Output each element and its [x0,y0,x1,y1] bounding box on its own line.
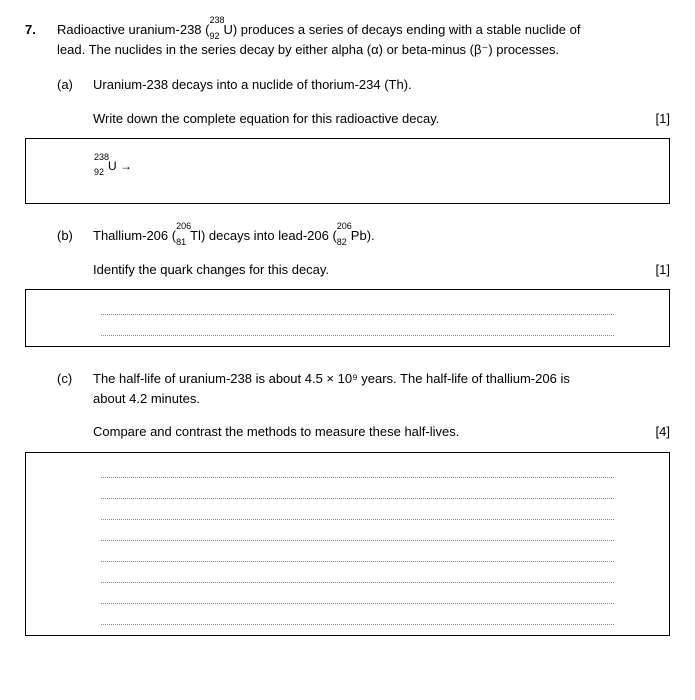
part-a: (a) Uranium-238 decays into a nuclide of… [57,75,670,95]
dotted-line [101,561,614,562]
dotted-line [101,582,614,583]
part-b-answer-box [25,289,670,347]
part-c-text: The half-life of uranium-238 is about 4.… [93,369,670,408]
arrow: → [120,159,132,173]
part-b: (b) Thallium-206 (20681Tl) decays into l… [57,226,670,246]
dotted-line [101,335,614,336]
part-c: (c) The half-life of uranium-238 is abou… [57,369,670,408]
dotted-line [101,603,614,604]
part-b-lines [46,314,649,336]
question-header: 7. Radioactive uranium-238 (23892U) prod… [25,20,670,59]
dotted-line [101,540,614,541]
intro-line1: Radioactive uranium-238 (23892U) produce… [57,22,580,37]
part-a-instruction: Write down the complete equation for thi… [93,109,636,129]
part-a-answer-box: 238 92 U → [25,138,670,204]
part-c-line1: The half-life of uranium-238 is about 4.… [93,371,570,386]
dotted-line [101,477,614,478]
part-a-letter: (a) [57,75,93,95]
dotted-line [101,314,614,315]
dotted-line [101,624,614,625]
part-b-letter: (b) [57,226,93,246]
question-number: 7. [25,20,57,59]
part-a-instruction-row: Write down the complete equation for thi… [93,109,670,129]
part-b-header: (b) Thallium-206 (20681Tl) decays into l… [57,226,670,246]
part-c-instruction: Compare and contrast the methods to meas… [93,422,636,442]
intro-line2: lead. The nuclides in the series decay b… [57,42,559,57]
part-b-text: Thallium-206 (20681Tl) decays into lead-… [93,226,670,246]
part-c-header: (c) The half-life of uranium-238 is abou… [57,369,670,408]
part-c-letter: (c) [57,369,93,408]
part-a-header: (a) Uranium-238 decays into a nuclide of… [57,75,670,95]
part-c-line2: about 4.2 minutes. [93,391,200,406]
part-c-lines [46,477,649,625]
equation-start: 238 92 U → [94,157,649,175]
part-b-instruction: Identify the quark changes for this deca… [93,260,636,280]
part-c-instruction-row: Compare and contrast the methods to meas… [93,422,670,442]
dotted-line [101,498,614,499]
part-a-text: Uranium-238 decays into a nuclide of tho… [93,75,670,95]
part-c-marks: [4] [656,422,670,442]
uranium-nuclide: 238 92 U [94,157,117,175]
part-c-answer-box [25,452,670,636]
part-a-marks: [1] [656,109,670,129]
part-b-marks: [1] [656,260,670,280]
question-intro: Radioactive uranium-238 (23892U) produce… [57,20,670,59]
part-b-instruction-row: Identify the quark changes for this deca… [93,260,670,280]
dotted-line [101,519,614,520]
